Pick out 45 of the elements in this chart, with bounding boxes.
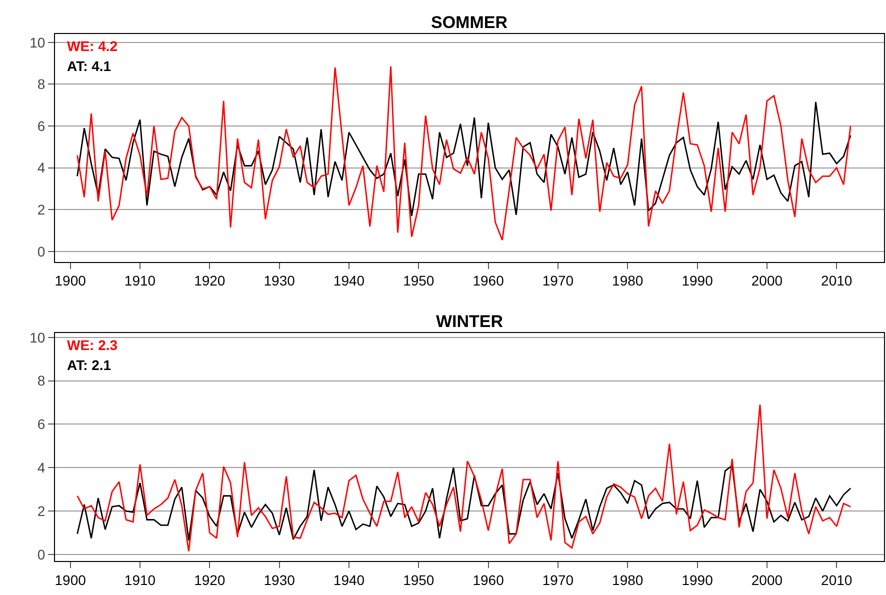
x-tick-label: 1950 [403, 572, 434, 588]
y-tick-label: 10 [30, 34, 46, 50]
x-tick-label: 1900 [54, 572, 86, 588]
line-series [76, 464, 852, 542]
x-tick-label: 1980 [612, 272, 644, 289]
y-tick-label: 0 [37, 243, 46, 260]
x-tick-label: 1930 [264, 272, 296, 289]
text: AT: 2.1 [67, 357, 112, 373]
x-tick-label: 2000 [751, 272, 783, 289]
y-tick-label: 0 [37, 546, 46, 562]
x-tick-label: 1920 [194, 272, 226, 289]
y-tick-label: 8 [37, 76, 46, 92]
text: WE: 2.3 [67, 337, 118, 353]
x-tick-label: 1910 [124, 572, 156, 588]
x-tick-label: 1960 [472, 272, 504, 289]
x-tick-label: 1990 [682, 572, 714, 588]
y-tick-label: 4 [37, 460, 46, 476]
chart-title: SOMMER [431, 13, 508, 32]
y-tick-label: 6 [37, 118, 46, 134]
text: WE: 4.2 [67, 38, 118, 54]
line-series [76, 101, 852, 217]
y-tick-label: 10 [30, 329, 46, 346]
y-tick-label: 2 [37, 202, 46, 218]
x-tick-label: 1910 [124, 272, 156, 289]
x-tick-label: 1950 [403, 272, 434, 289]
x-tick-label: 2010 [821, 272, 852, 289]
y-tick-label: 8 [37, 372, 46, 389]
x-tick-label: 1930 [264, 572, 296, 588]
x-tick-label: 1970 [542, 572, 574, 588]
x-tick-label: 1960 [472, 572, 504, 588]
x-tick-label: 2010 [821, 572, 852, 588]
text: AT: 4.1 [67, 58, 112, 74]
x-tick-label: 1970 [542, 272, 574, 289]
x-tick-label: 2000 [751, 572, 783, 588]
x-tick-label: 1990 [682, 272, 714, 289]
x-tick-label: 1920 [194, 572, 226, 588]
x-tick-label: 1940 [333, 572, 365, 588]
x-tick-label: 1980 [612, 572, 644, 588]
x-tick-label: 1940 [333, 272, 365, 289]
line-series [76, 404, 852, 552]
x-tick-label: 1900 [54, 272, 86, 289]
y-tick-label: 2 [37, 502, 46, 519]
y-tick-label: 4 [37, 160, 46, 176]
y-tick-label: 6 [37, 416, 46, 432]
chart-title: WINTER [436, 312, 504, 331]
